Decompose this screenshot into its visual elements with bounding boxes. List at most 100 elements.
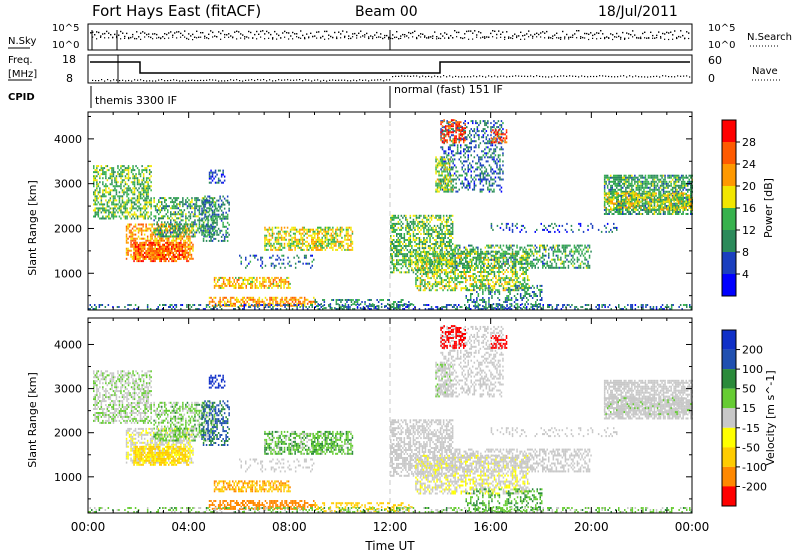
- power-cell: [442, 258, 444, 261]
- power-cell: [218, 276, 220, 279]
- power-cell: [268, 280, 270, 283]
- nave-point: [299, 79, 301, 81]
- power-cell: [125, 251, 128, 254]
- power-cell: [433, 245, 436, 247]
- nave-tick-bottom: 0: [708, 72, 715, 85]
- power-cell: [285, 232, 287, 235]
- power-cell: [191, 197, 193, 200]
- noise-sky-point: [660, 37, 662, 39]
- noise-search-point: [396, 36, 398, 38]
- power-cell: [439, 243, 442, 245]
- power-cell: [446, 260, 449, 263]
- power-cell: [136, 237, 138, 240]
- noise-search-point: [216, 36, 218, 38]
- power-cell: [265, 244, 268, 247]
- power-cell: [152, 256, 155, 258]
- power-cell: [153, 229, 155, 232]
- power-cell: [96, 197, 98, 200]
- power-cell: [186, 225, 189, 228]
- power-cell: [447, 255, 449, 258]
- noise-sky-point: [106, 30, 108, 33]
- power-cell: [149, 258, 152, 260]
- power-cell: [320, 303, 322, 306]
- noise-search-point: [652, 37, 654, 39]
- power-cell: [225, 225, 227, 228]
- noise-sky-point: [496, 33, 498, 36]
- power-cell: [166, 243, 168, 246]
- power-cell: [93, 209, 95, 212]
- power-cell: [430, 289, 432, 292]
- power-cell: [141, 207, 143, 210]
- power-cell: [158, 217, 160, 220]
- power-cell: [306, 244, 308, 247]
- power-cell: [403, 214, 406, 217]
- power-cell: [487, 283, 490, 286]
- power-cell: [115, 183, 118, 186]
- power-cell: [323, 299, 326, 301]
- power-cell: [324, 230, 327, 233]
- power-cell: [423, 237, 425, 239]
- noise-sky-point: [128, 37, 130, 40]
- power-cell: [114, 189, 116, 192]
- power-cell: [289, 234, 292, 237]
- power-cell: [417, 228, 419, 231]
- power-cell: [127, 251, 129, 254]
- power-cell: [200, 205, 202, 208]
- power-cell: [274, 248, 277, 251]
- power-cell: [301, 228, 304, 231]
- power-cell: [402, 305, 404, 308]
- power-cell: [484, 287, 487, 290]
- power-cell: [391, 255, 393, 258]
- power-cell: [285, 230, 287, 233]
- power-cell: [263, 302, 265, 305]
- power-cell: [397, 255, 400, 258]
- noise-search-point: [552, 37, 554, 40]
- power-cell: [201, 201, 203, 204]
- power-cell: [313, 300, 315, 303]
- power-cell: [297, 246, 299, 249]
- power-cell: [311, 254, 313, 257]
- power-cell: [210, 215, 212, 218]
- nave-point: [356, 80, 358, 82]
- power-cell: [338, 246, 340, 249]
- power-cell: [94, 207, 96, 210]
- power-cell: [373, 307, 375, 310]
- power-cell: [173, 197, 175, 200]
- power-cell: [303, 228, 305, 231]
- power-cell: [499, 281, 502, 284]
- power-cell: [159, 211, 161, 214]
- power-cell: [324, 244, 327, 247]
- power-cell: [250, 282, 252, 285]
- power-cell: [400, 237, 403, 239]
- nave-point: [380, 79, 382, 81]
- power-cell: [202, 203, 205, 206]
- nave-point: [551, 76, 553, 78]
- power-cell: [191, 211, 193, 214]
- power-cell: [399, 243, 401, 245]
- power-cell: [440, 265, 443, 267]
- power-cell: [120, 203, 122, 206]
- power-cell: [481, 285, 484, 288]
- power-cell: [341, 228, 343, 231]
- power-cell: [248, 278, 251, 281]
- power-cell: [168, 252, 170, 254]
- power-cell: [180, 215, 183, 218]
- power-cell: [172, 247, 175, 250]
- power-cell: [139, 191, 142, 194]
- power-cell: [397, 301, 400, 303]
- power-cell: [142, 256, 144, 258]
- nave-point: [251, 79, 253, 81]
- power-cell: [137, 245, 140, 248]
- power-cell: [409, 216, 412, 219]
- noise-search-point: [620, 38, 622, 40]
- power-cell: [123, 171, 125, 174]
- power-cell: [318, 242, 320, 245]
- power-cell: [451, 287, 453, 290]
- nave-point: [185, 80, 187, 82]
- power-cell: [468, 271, 470, 273]
- power-cell: [475, 252, 478, 255]
- power-cell: [204, 219, 207, 222]
- power-cell: [402, 243, 404, 245]
- power-cell: [216, 233, 218, 236]
- power-cell: [422, 279, 425, 282]
